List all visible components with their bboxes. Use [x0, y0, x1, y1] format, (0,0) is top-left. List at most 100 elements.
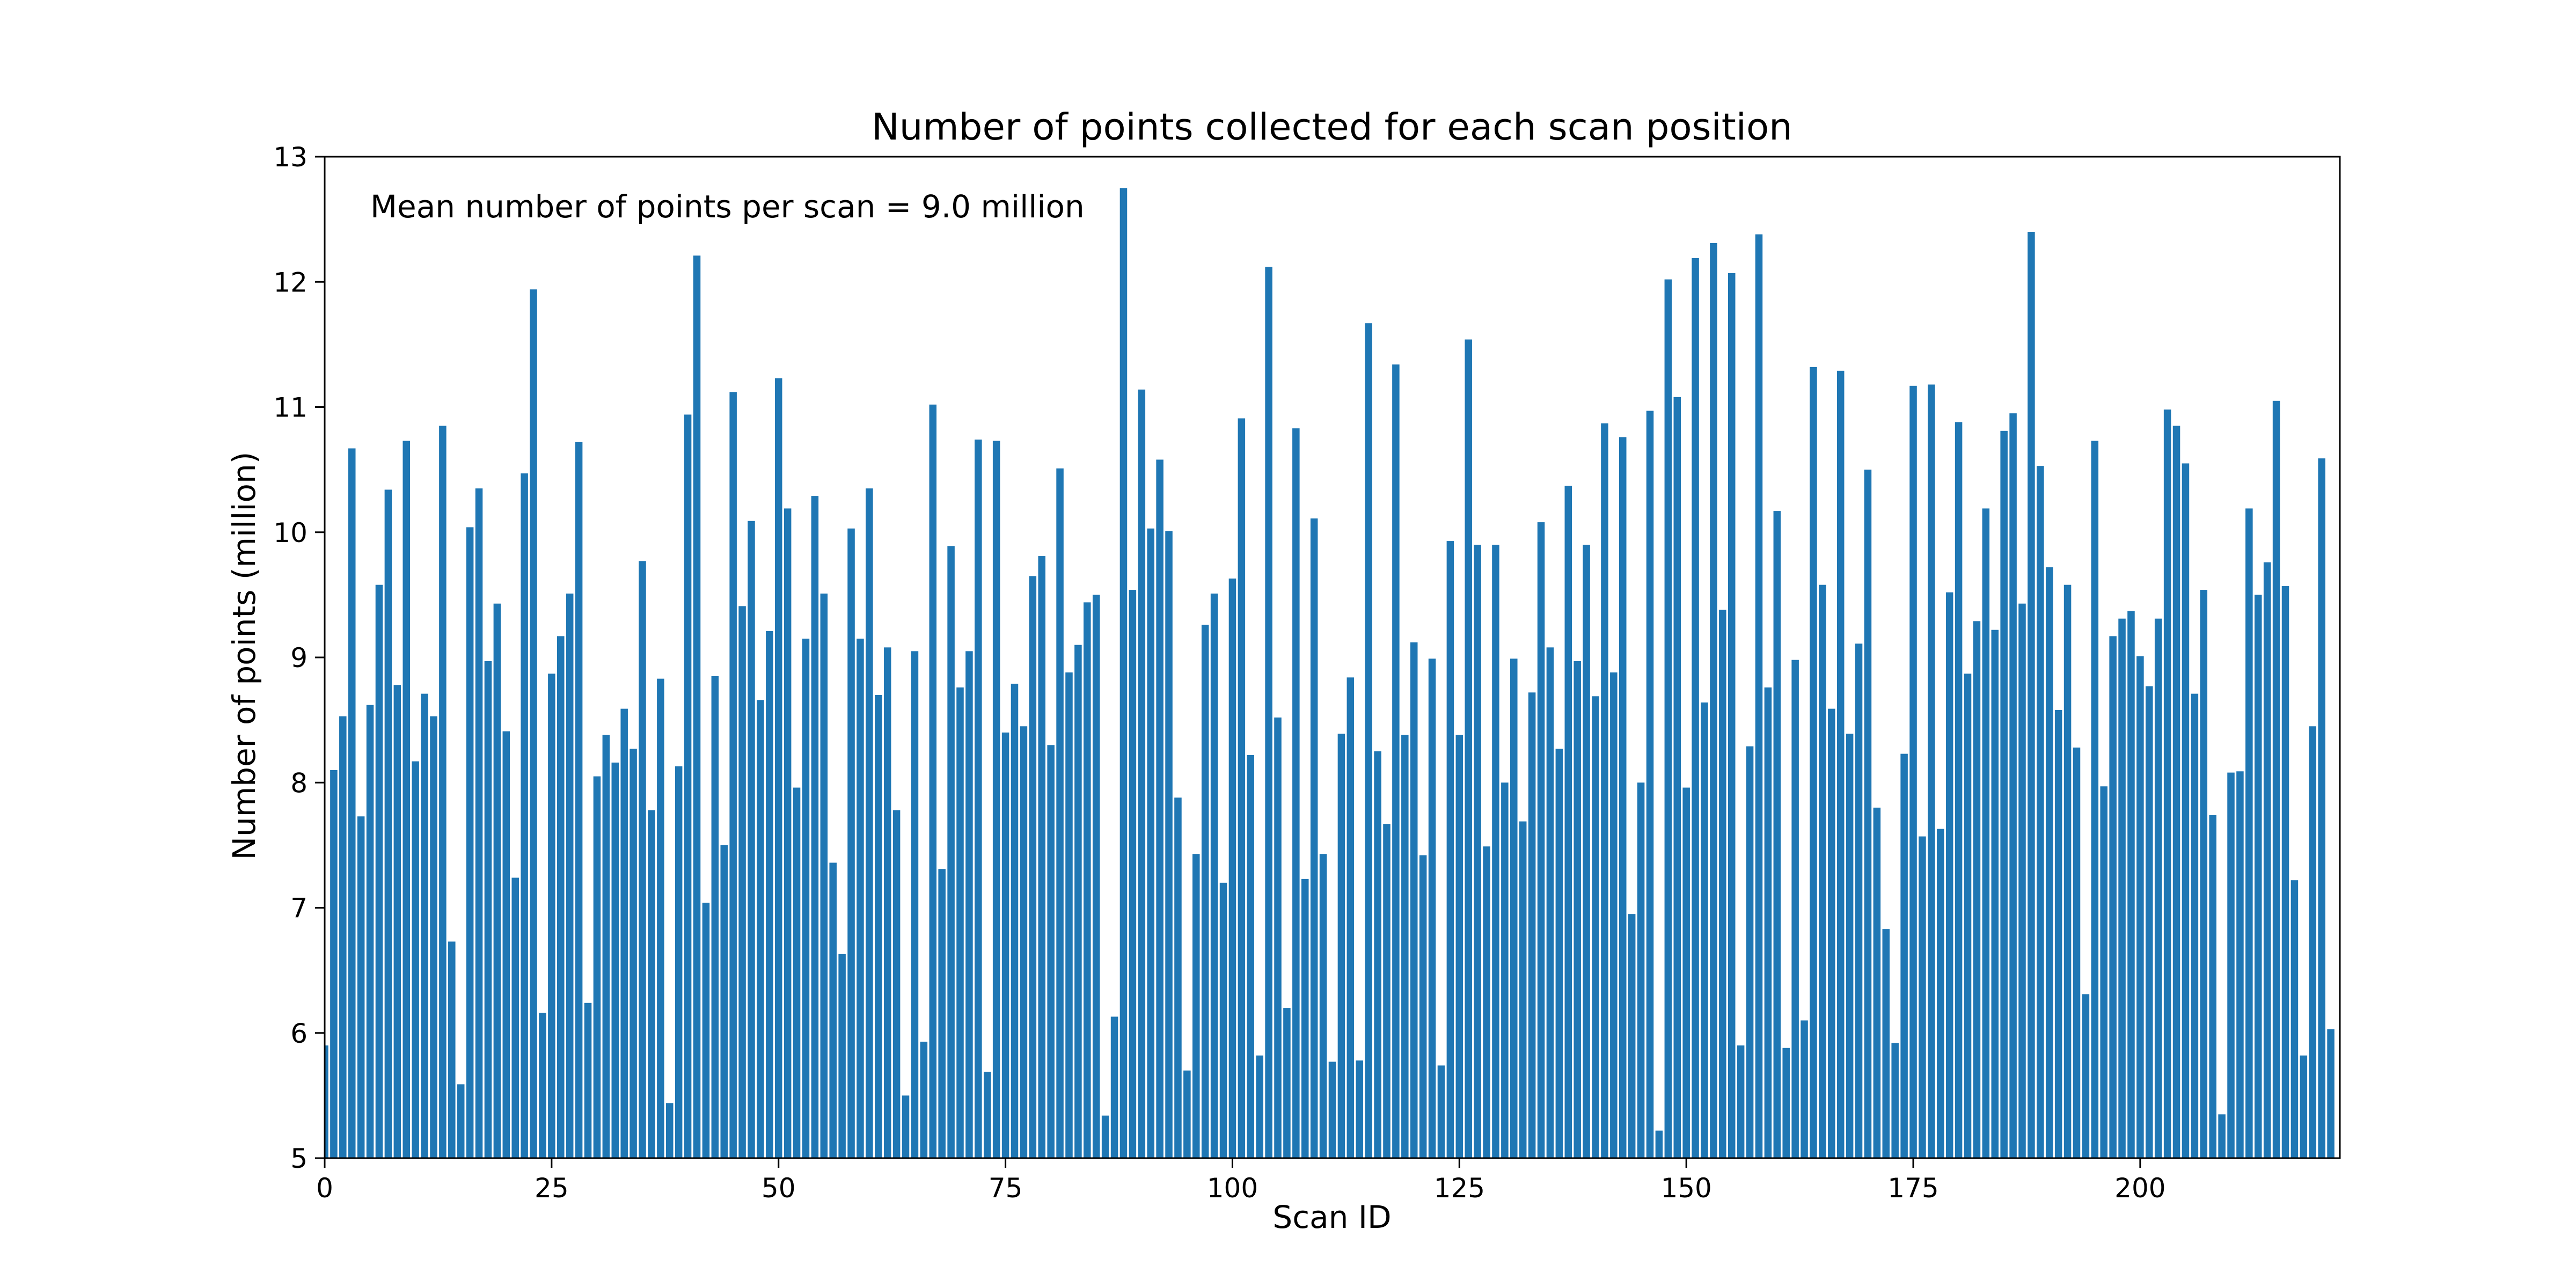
bar-scan-86 — [1101, 1115, 1109, 1158]
bar-scan-100 — [1228, 579, 1236, 1158]
bar-scan-141 — [1601, 423, 1608, 1158]
bar-scan-102 — [1247, 755, 1255, 1158]
bar-scan-35 — [639, 561, 646, 1158]
y-tick-label-11: 11 — [273, 392, 308, 423]
bar-scan-79 — [1038, 556, 1045, 1158]
bar-scan-179 — [1945, 592, 1953, 1158]
bar-scan-27 — [566, 594, 574, 1158]
bar-scan-164 — [1810, 367, 1817, 1158]
bar-scan-59 — [857, 639, 864, 1158]
bar-scan-206 — [2191, 693, 2199, 1158]
y-tick-label-5: 5 — [290, 1143, 308, 1174]
bar-scan-91 — [1147, 528, 1154, 1158]
bar-scan-217 — [2290, 880, 2299, 1158]
bar-scan-38 — [665, 1103, 674, 1158]
bar-scan-48 — [757, 700, 764, 1158]
bar-scan-22 — [521, 473, 528, 1158]
bar-scan-156 — [1737, 1045, 1745, 1158]
bar-scan-54 — [811, 496, 819, 1158]
bar-scan-98 — [1210, 594, 1218, 1158]
bar-scan-174 — [1900, 753, 1908, 1158]
bar-scan-30 — [593, 776, 601, 1158]
bar-scan-111 — [1328, 1062, 1336, 1158]
bar-scan-135 — [1546, 647, 1554, 1158]
bar-scan-145 — [1637, 782, 1645, 1158]
bar-scan-166 — [1828, 708, 1835, 1158]
bar-scan-170 — [1864, 470, 1872, 1159]
y-tick-label-9: 9 — [290, 642, 308, 674]
bar-scan-47 — [748, 521, 755, 1158]
bar-scan-10 — [412, 761, 419, 1158]
bar-scan-55 — [820, 594, 828, 1158]
bar-scan-53 — [802, 639, 810, 1158]
y-axis-title: Number of points (million) — [226, 452, 262, 860]
bar-scan-61 — [875, 694, 882, 1158]
bar-scan-213 — [2255, 595, 2262, 1159]
bar-scan-194 — [2082, 994, 2090, 1158]
bar-scan-173 — [1891, 1043, 1899, 1158]
bar-scan-125 — [1455, 735, 1463, 1158]
x-tick-label-200: 200 — [2114, 1173, 2165, 1204]
bar-scan-186 — [2009, 413, 2017, 1159]
bar-scan-65 — [911, 651, 919, 1158]
bar-scan-6 — [375, 584, 383, 1158]
bar-scan-78 — [1029, 576, 1037, 1158]
bar-scan-45 — [729, 392, 737, 1158]
bar-scan-95 — [1183, 1070, 1191, 1158]
bar-scan-89 — [1129, 590, 1137, 1158]
x-tick-label-150: 150 — [1660, 1173, 1711, 1204]
bar-scan-165 — [1819, 584, 1826, 1158]
bar-scan-7 — [384, 489, 392, 1159]
bar-scan-221 — [2327, 1029, 2334, 1158]
bar-scan-133 — [1528, 692, 1536, 1158]
bar-scan-56 — [829, 862, 837, 1158]
bars-group — [325, 188, 2334, 1159]
bar-scan-204 — [2172, 426, 2180, 1158]
bar-scan-147 — [1655, 1130, 1663, 1158]
bar-scan-137 — [1564, 486, 1572, 1159]
bar-scan-192 — [2063, 584, 2072, 1158]
bar-scan-1 — [330, 770, 338, 1158]
bar-scan-155 — [1728, 273, 1736, 1158]
bar-scan-216 — [2281, 586, 2289, 1158]
bar-scan-185 — [2000, 430, 2008, 1158]
bar-scan-12 — [430, 716, 437, 1158]
bar-scan-101 — [1238, 418, 1246, 1158]
bar-scan-109 — [1310, 518, 1318, 1158]
mean-annotation: Mean number of points per scan = 9.0 mil… — [370, 188, 1085, 225]
bar-scan-190 — [2045, 567, 2053, 1158]
bar-scan-3 — [348, 448, 356, 1158]
bar-scan-162 — [1791, 660, 1799, 1158]
bar-scan-90 — [1138, 389, 1146, 1158]
bar-scan-131 — [1510, 658, 1518, 1158]
bar-scan-218 — [2300, 1055, 2308, 1158]
bar-scan-180 — [1955, 422, 1963, 1158]
bar-scan-8 — [393, 685, 401, 1158]
bar-scan-46 — [738, 606, 746, 1158]
bar-scan-11 — [421, 693, 428, 1158]
bar-scan-114 — [1356, 1060, 1364, 1158]
bar-scan-21 — [511, 877, 519, 1158]
bar-scan-87 — [1110, 1016, 1118, 1158]
bar-scan-64 — [902, 1095, 910, 1159]
y-tick-label-8: 8 — [290, 767, 308, 799]
bar-scan-34 — [630, 749, 637, 1158]
bar-scan-160 — [1773, 511, 1781, 1158]
bar-scan-138 — [1574, 661, 1581, 1158]
bar-scan-181 — [1964, 674, 1972, 1158]
bar-scan-9 — [402, 441, 410, 1158]
bar-scan-57 — [838, 954, 846, 1158]
bar-scan-50 — [774, 378, 782, 1158]
bar-scan-171 — [1873, 807, 1881, 1158]
x-tick-label-0: 0 — [316, 1173, 333, 1204]
bar-scan-157 — [1746, 746, 1754, 1158]
bar-scan-106 — [1283, 1008, 1291, 1158]
bar-scan-219 — [2309, 726, 2317, 1158]
y-axis-ticks: 5 6 7 8 9 10 11 12 13 — [273, 142, 325, 1174]
bar-scan-108 — [1301, 879, 1309, 1158]
bar-scan-182 — [1973, 621, 1981, 1158]
bar-scan-202 — [2154, 618, 2162, 1158]
bar-scan-177 — [1928, 384, 1935, 1158]
bar-scan-203 — [2163, 409, 2171, 1159]
bar-scan-136 — [1555, 749, 1563, 1158]
